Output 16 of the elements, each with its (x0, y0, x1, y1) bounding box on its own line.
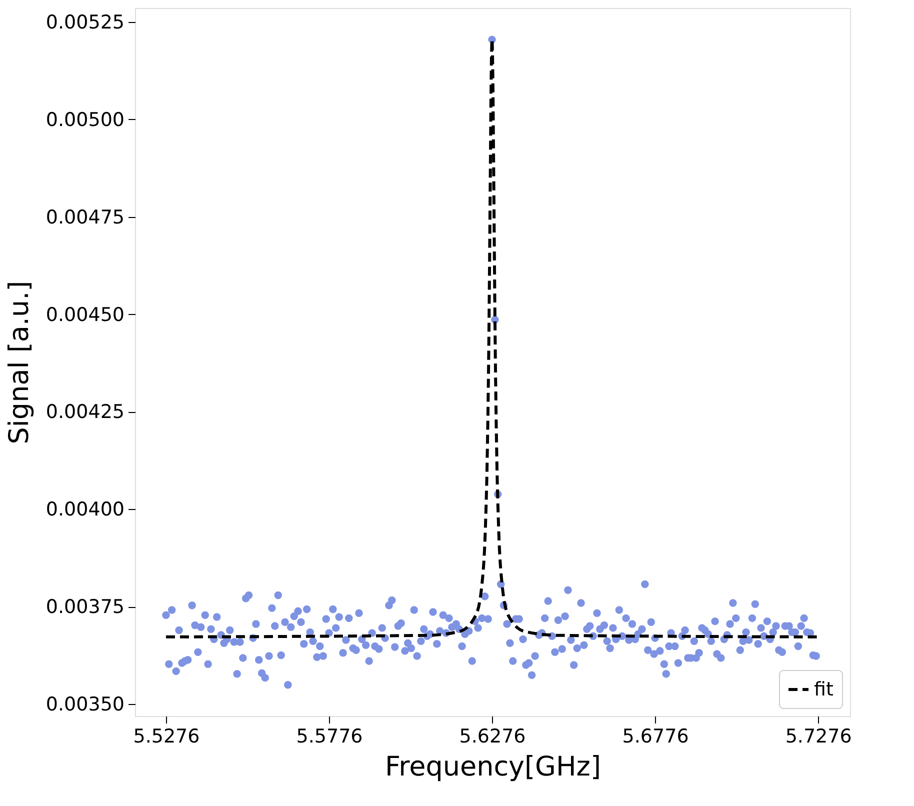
legend-label: fit (814, 678, 834, 700)
x-axis-title: Frequency[GHz] (385, 752, 601, 782)
y-tick-label: 0.00425 (46, 401, 124, 424)
y-tick-label: 0.00375 (46, 596, 124, 618)
y-tick-label: 0.00450 (46, 304, 124, 326)
y-tick-label: 0.00350 (46, 693, 124, 716)
y-axis-title: Signal [a.u.] (4, 280, 35, 444)
x-tick-label: 5.6776 (622, 726, 689, 748)
y-tick-label: 0.00525 (46, 12, 124, 34)
y-tick-label: 0.00475 (46, 206, 124, 228)
x-tick-label: 5.5776 (296, 726, 363, 748)
y-tick-label: 0.00500 (46, 108, 124, 131)
x-tick-label: 5.5276 (133, 726, 200, 748)
x-tick-label: 5.6276 (459, 726, 526, 748)
x-tick-label: 5.7276 (785, 726, 852, 748)
y-tick-label: 0.00400 (46, 498, 124, 521)
